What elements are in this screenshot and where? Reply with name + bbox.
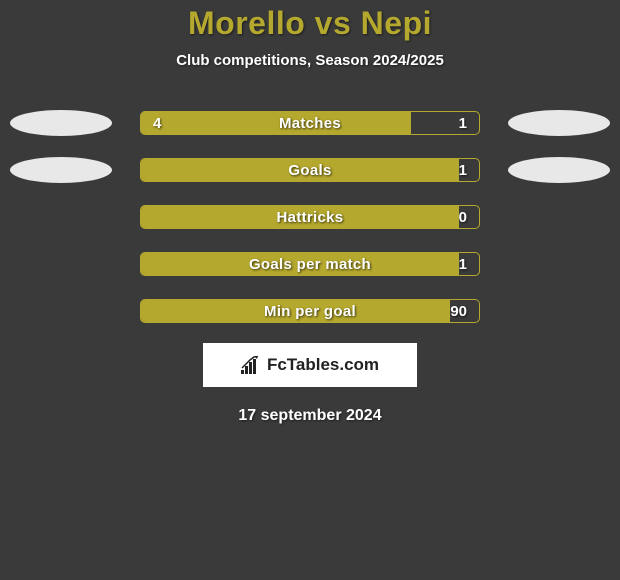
page-title: Morello vs Nepi [0, 5, 620, 42]
bar-right-segment: 1 [459, 159, 479, 181]
stat-bar: 90Min per goal [140, 299, 480, 323]
subtitle: Club competitions, Season 2024/2025 [0, 52, 620, 69]
stat-right-value: 0 [459, 209, 479, 226]
stat-row: 90Min per goal [0, 299, 620, 323]
player-left-ellipse [10, 110, 112, 136]
bar-right-segment: 90 [450, 300, 479, 322]
bar-left-segment [141, 159, 459, 181]
stat-row: 0Hattricks [0, 205, 620, 229]
bar-left-segment [141, 300, 450, 322]
bar-left-segment [141, 206, 459, 228]
bar-left-segment [141, 253, 459, 275]
player-right-ellipse [508, 110, 610, 136]
bar-left-segment: 4 [141, 112, 411, 134]
stat-row: 41Matches [0, 111, 620, 135]
stat-right-value: 1 [459, 115, 479, 132]
bar-right-segment: 0 [459, 206, 479, 228]
stat-bar: 0Hattricks [140, 205, 480, 229]
stat-bar: 1Goals per match [140, 252, 480, 276]
logo-box: FcTables.com [203, 343, 417, 387]
chart-icon [241, 356, 261, 374]
stat-right-value: 1 [459, 162, 479, 179]
player-left-ellipse [10, 157, 112, 183]
stat-bar: 41Matches [140, 111, 480, 135]
player-right-ellipse [508, 157, 610, 183]
bar-right-segment: 1 [411, 112, 479, 134]
stats-area: 41Matches1Goals0Hattricks1Goals per matc… [0, 111, 620, 323]
stat-left-value: 4 [141, 115, 161, 132]
stat-bar: 1Goals [140, 158, 480, 182]
bar-right-segment: 1 [459, 253, 479, 275]
stat-right-value: 90 [450, 303, 479, 320]
infographic-container: Morello vs Nepi Club competitions, Seaso… [0, 0, 620, 425]
stat-right-value: 1 [459, 256, 479, 273]
stat-row: 1Goals per match [0, 252, 620, 276]
logo-text: FcTables.com [267, 355, 379, 375]
stat-row: 1Goals [0, 158, 620, 182]
date-text: 17 september 2024 [0, 407, 620, 425]
